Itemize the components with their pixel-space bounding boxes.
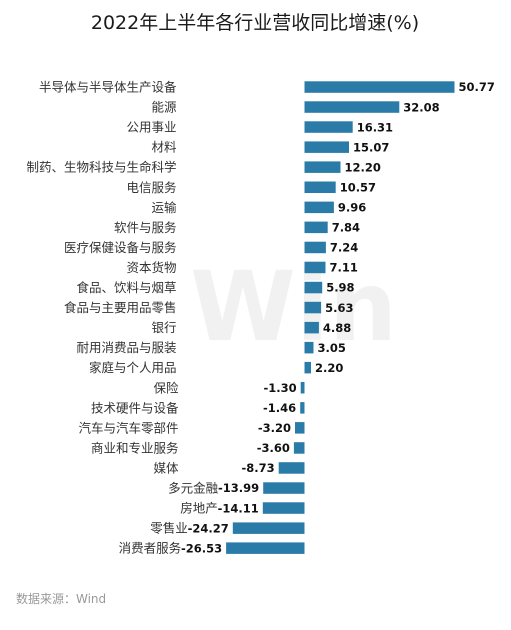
category-label: 运输 (151, 200, 177, 215)
bar (300, 402, 305, 414)
value-label: 5.63 (325, 301, 353, 315)
category-label: 媒体 (153, 460, 179, 475)
category-label: 制药、生物科技与生命科学 (26, 160, 176, 175)
category-label: 半导体与半导体生产设备 (39, 80, 177, 95)
value-label: 4.88 (323, 321, 351, 335)
chart-title: 2022年上半年各行业营收同比增速(%) (91, 12, 419, 34)
watermark: Win (190, 251, 397, 363)
category-label: 医疗保健设备与服务 (64, 240, 177, 255)
value-label: 9.96 (338, 201, 366, 215)
value-label: 50.77 (459, 80, 495, 94)
value-label: -8.73 (242, 461, 275, 475)
value-label: 15.07 (353, 140, 389, 154)
category-label: 软件与服务 (114, 220, 177, 235)
value-label: 12.20 (345, 160, 381, 174)
bar (300, 382, 305, 394)
value-label: 5.98 (326, 281, 354, 295)
value-label: -13.99 (218, 481, 259, 495)
category-label: 公用事业 (126, 120, 176, 135)
bar (263, 482, 305, 494)
value-label: 10.57 (340, 180, 376, 194)
category-label: 技术硬件与设备 (91, 400, 179, 415)
bar (278, 462, 305, 474)
value-label: 7.11 (330, 261, 358, 275)
bar (304, 361, 311, 374)
category-label: 家庭与个人用品 (89, 360, 177, 375)
value-label: -1.30 (264, 381, 297, 395)
category-label: 食品、饮料与烟草 (76, 280, 176, 295)
source-note: 数据来源：Wind (16, 591, 106, 606)
bar (304, 101, 400, 113)
bar (304, 241, 326, 254)
category-label: 房地产 (180, 501, 218, 516)
bar (304, 301, 322, 314)
category-label: 材料 (151, 140, 177, 155)
value-label: 2.20 (315, 361, 343, 375)
bar (295, 422, 305, 434)
category-label: 商业和专业服务 (91, 440, 179, 455)
value-label: -26.53 (181, 541, 222, 555)
category-label: 多元金融 (168, 481, 219, 496)
value-label: 16.31 (357, 120, 393, 134)
value-label: -1.46 (263, 401, 296, 415)
bar (304, 181, 336, 193)
bar (293, 442, 305, 454)
bar (262, 502, 305, 514)
category-label: 食品与主要用品零售 (64, 300, 177, 315)
category-label: 能源 (151, 100, 177, 115)
bar (304, 281, 323, 294)
value-label: -14.11 (218, 501, 259, 515)
value-label: 7.24 (330, 241, 358, 255)
bars-group (226, 81, 455, 554)
category-label: 消费者服务 (119, 541, 182, 556)
category-label: 电信服务 (126, 180, 176, 195)
category-label: 资本货物 (126, 260, 176, 275)
value-label: 32.08 (403, 100, 439, 114)
bar (304, 341, 314, 354)
bar (304, 121, 353, 133)
bar (226, 542, 305, 554)
value-label: -3.60 (257, 441, 290, 455)
value-label: 7.84 (332, 221, 360, 235)
bar (232, 522, 305, 534)
value-label: 3.05 (318, 341, 346, 355)
bar (304, 201, 334, 214)
category-label: 银行 (151, 320, 176, 335)
bar (304, 161, 341, 173)
category-label: 汽车与汽车零部件 (78, 420, 178, 435)
value-label: -24.27 (188, 521, 229, 535)
category-labels: 半导体与半导体生产设备能源公用事业材料制药、生物科技与生命科学电信服务运输软件与… (26, 80, 218, 556)
category-label: 保险 (153, 380, 179, 395)
bar (304, 321, 319, 334)
bar (304, 221, 328, 234)
bar (304, 141, 349, 153)
value-label: -3.20 (258, 421, 291, 435)
value-labels: 50.77 32.08 16.31 15.07 12.20 10.57 9.96 7.84 7.… (181, 80, 495, 555)
category-label: 耐用消费品与服装 (76, 340, 176, 355)
bar (304, 261, 326, 274)
bar (304, 81, 455, 93)
category-label: 零售业 (150, 521, 188, 536)
